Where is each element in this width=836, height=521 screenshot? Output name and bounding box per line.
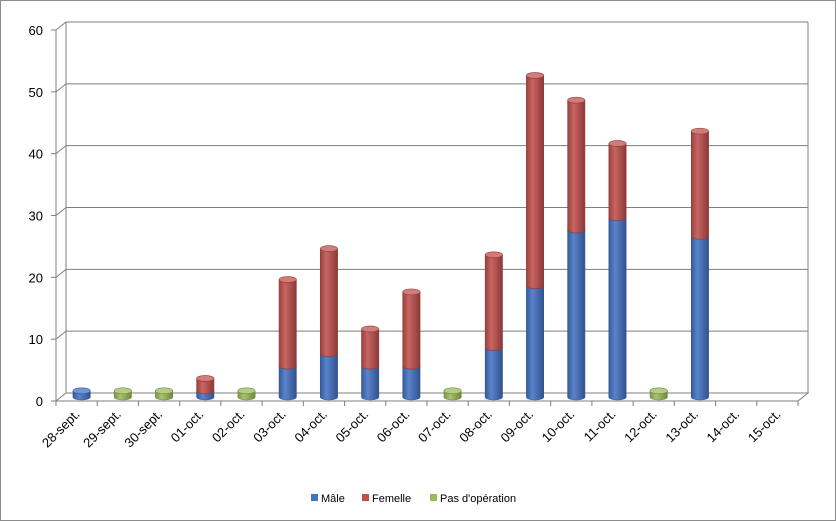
gridline — [55, 83, 808, 93]
bar-cap — [649, 387, 668, 395]
bar-segment — [278, 279, 297, 370]
bar-cap — [113, 387, 132, 395]
bar-cap — [690, 127, 709, 135]
bar-segment — [608, 143, 627, 221]
x-tick-label: 28-sept. — [39, 407, 83, 451]
bar-cap — [443, 387, 462, 395]
bar-cap — [484, 251, 503, 259]
x-tick-label: 13-oct. — [662, 407, 701, 446]
bar-segment — [319, 248, 338, 357]
bar-segment — [361, 365, 380, 401]
x-tick-label: 12-oct. — [621, 407, 660, 446]
y-tick-label: 20 — [29, 270, 43, 285]
gridline — [55, 268, 808, 278]
x-axis-ticks: 28-sept.29-sept.30-sept. 01-oct. 02-oct. 03… — [39, 401, 799, 451]
bar-segment — [319, 353, 338, 401]
x-tick-label: 09-oct. — [497, 407, 536, 446]
x-tick-label: 11-oct. — [581, 407, 619, 445]
x-tick-label: 10-oct. — [539, 407, 578, 446]
bars — [72, 72, 709, 401]
legend-swatch — [362, 494, 369, 501]
bar-cap — [319, 245, 338, 252]
x-tick-label: 02-oct. — [209, 407, 248, 446]
y-tick-label: 30 — [29, 209, 43, 224]
bar-segment — [484, 254, 503, 351]
bar-cap — [402, 288, 421, 296]
gridline — [55, 145, 808, 155]
bar-segment — [361, 328, 380, 370]
y-tick-label: 40 — [29, 147, 43, 162]
gridline — [55, 21, 808, 31]
x-tick-label: 30-sept. — [121, 407, 165, 451]
bar-segment — [690, 131, 709, 240]
x-tick-label: 01-oct. — [168, 407, 207, 446]
bar-segment — [567, 229, 586, 401]
legend-label: Femelle — [372, 493, 411, 505]
bar-segment — [690, 236, 709, 401]
y-tick-label: 10 — [29, 332, 43, 347]
bar-cap — [196, 375, 215, 382]
x-tick-label: 03-oct. — [250, 407, 289, 446]
bar-segment — [402, 291, 421, 370]
bar-segment — [526, 285, 545, 401]
bar-cap — [278, 276, 297, 283]
bar-cap — [155, 387, 174, 395]
x-tick-label: 29-sept. — [80, 407, 124, 451]
gridline — [55, 207, 808, 216]
y-axis-ticks: 0 10 20 30 40 50 60 — [29, 23, 56, 409]
bar-cap — [72, 387, 91, 395]
legend-label: Mâle — [321, 493, 345, 505]
x-tick-label: 08-oct. — [456, 407, 495, 446]
bar-cap — [608, 140, 627, 147]
bar-cap — [361, 325, 380, 333]
legend-swatch — [311, 494, 318, 501]
legend: Mâle Femelle Pas d'opération — [311, 493, 516, 505]
x-tick-label: 04-oct. — [291, 407, 330, 446]
x-tick-label: 15-oct. — [745, 407, 784, 446]
gridlines — [55, 21, 808, 340]
legend-swatch — [430, 494, 437, 501]
gridline — [55, 330, 808, 340]
bar-segment — [526, 75, 545, 289]
bar-segment — [402, 365, 421, 401]
bar-cap — [567, 96, 586, 104]
x-tick-label: 06-oct. — [374, 407, 413, 446]
bar-segment — [608, 217, 627, 401]
bar-cap — [237, 387, 256, 395]
y-tick-label: 50 — [29, 85, 43, 100]
bar-segment — [567, 100, 586, 234]
x-tick-label: 14-oct. — [704, 407, 743, 446]
bar-segment — [484, 347, 503, 401]
y-tick-label: 60 — [29, 23, 43, 38]
x-tick-label: 07-oct. — [415, 407, 454, 446]
y-tick-label: 0 — [36, 394, 43, 409]
legend-label: Pas d'opération — [440, 493, 516, 505]
x-tick-label: 05-oct. — [333, 407, 372, 446]
bar-segment — [278, 365, 297, 401]
bar-cap — [526, 72, 545, 79]
